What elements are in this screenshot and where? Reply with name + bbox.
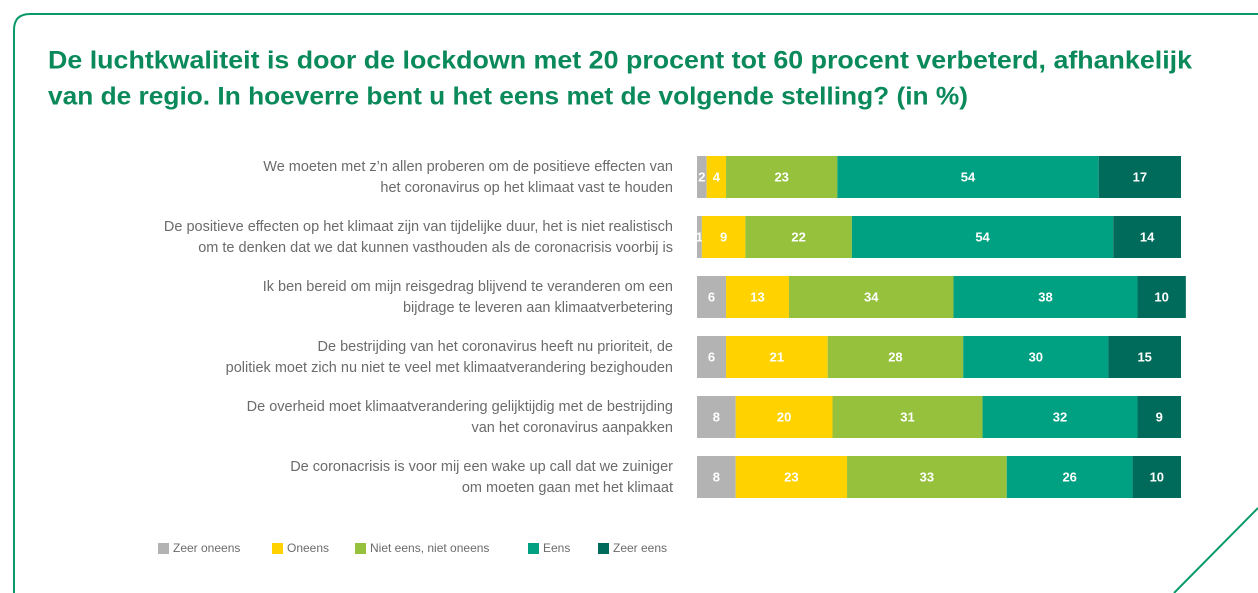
bar-segment: [697, 216, 702, 258]
bar-segment: [953, 276, 1138, 318]
bar-segment: [726, 336, 828, 378]
value-label: 13: [750, 289, 764, 304]
legend-label: Oneens: [287, 541, 329, 555]
value-label: 9: [720, 229, 727, 244]
category-label: Ik ben bereid om mijn reisgedrag blijven…: [263, 279, 673, 295]
value-label: 34: [864, 289, 879, 304]
value-label: 10: [1150, 469, 1164, 484]
frame: [13, 13, 1258, 593]
bar-segment: [963, 336, 1109, 378]
legend-label: Niet eens, niet oneens: [370, 541, 489, 555]
bar-segment: [1137, 276, 1186, 318]
value-label: 8: [713, 469, 720, 484]
category-label: De bestrijding van het coronavirus heeft…: [318, 339, 673, 355]
value-label: 17: [1133, 169, 1147, 184]
bar-segment: [697, 456, 736, 498]
bar-segment: [735, 396, 833, 438]
value-label: 8: [713, 409, 720, 424]
bar-segment: [735, 456, 848, 498]
category-label: bijdrage te leveren aan klimaatverbeteri…: [403, 300, 673, 316]
legend-label: Zeer oneens: [173, 541, 240, 555]
bar-segment: [706, 156, 727, 198]
value-label: 21: [770, 349, 784, 364]
bar-segment: [851, 216, 1114, 258]
legend-swatch: [598, 543, 609, 554]
bar-segment: [726, 276, 789, 318]
bar-segment: [697, 336, 727, 378]
value-label: 33: [920, 469, 934, 484]
category-label: van het coronavirus aanpakken: [471, 420, 673, 436]
value-label: 20: [777, 409, 791, 424]
bar-segment: [832, 396, 983, 438]
value-label: 31: [900, 409, 914, 424]
value-label: 54: [961, 169, 976, 184]
legend-label: Eens: [543, 541, 570, 555]
bar-segment: [1108, 336, 1181, 378]
bar-segment: [1132, 456, 1181, 498]
value-label: 2: [698, 169, 705, 184]
bar-segment: [701, 216, 746, 258]
bar-segment: [982, 396, 1138, 438]
value-label: 30: [1029, 349, 1043, 364]
category-label: De coronacrisis is voor mij een wake up …: [290, 459, 673, 475]
value-label: 6: [708, 349, 715, 364]
category-label: We moeten met z’n allen proberen om de p…: [263, 159, 673, 175]
value-label: 23: [784, 469, 798, 484]
bar-segment: [1137, 396, 1181, 438]
value-label: 32: [1053, 409, 1067, 424]
legend-label: Zeer eens: [613, 541, 667, 555]
bar-segment: [697, 396, 736, 438]
chart-title: van de regio. In hoeverre bent u het een…: [48, 83, 968, 111]
value-label: 54: [975, 229, 990, 244]
bar-segment: [726, 156, 838, 198]
bar-segment: [827, 336, 964, 378]
bar-segment: [1113, 216, 1181, 258]
legend-swatch: [272, 543, 283, 554]
bar-segment: [1006, 456, 1133, 498]
value-label: 38: [1038, 289, 1052, 304]
chart-title: De luchtkwaliteit is door de lockdown me…: [48, 47, 1192, 75]
value-label: 26: [1062, 469, 1076, 484]
category-label: De overheid moet klimaatverandering geli…: [247, 399, 673, 415]
value-label: 4: [713, 169, 721, 184]
bar-segment: [697, 156, 707, 198]
value-label: 28: [888, 349, 902, 364]
value-label: 23: [774, 169, 788, 184]
legend-swatch: [528, 543, 539, 554]
value-label: 14: [1140, 229, 1155, 244]
value-label: 6: [708, 289, 715, 304]
value-label: 22: [791, 229, 805, 244]
bar-segment: [788, 276, 954, 318]
category-label: om te denken dat we dat kunnen vasthoude…: [198, 240, 673, 256]
value-label: 10: [1154, 289, 1168, 304]
bar-segment: [837, 156, 1099, 198]
category-label: De positieve effecten op het klimaat zij…: [164, 219, 673, 235]
bar-segment: [1098, 156, 1181, 198]
value-label: 15: [1137, 349, 1151, 364]
category-label: het coronavirus op het klimaat vast te h…: [380, 180, 673, 196]
value-label: 1: [696, 229, 703, 244]
bar-segment: [847, 456, 1007, 498]
bar-segment: [697, 276, 727, 318]
bar-segment: [745, 216, 852, 258]
frame-diagonal: [1173, 507, 1258, 593]
value-label: 9: [1156, 409, 1163, 424]
legend-swatch: [158, 543, 169, 554]
legend-swatch: [355, 543, 366, 554]
category-label: om moeten gaan met het klimaat: [462, 480, 673, 496]
category-label: politiek moet zich nu niet te veel met k…: [226, 360, 673, 376]
